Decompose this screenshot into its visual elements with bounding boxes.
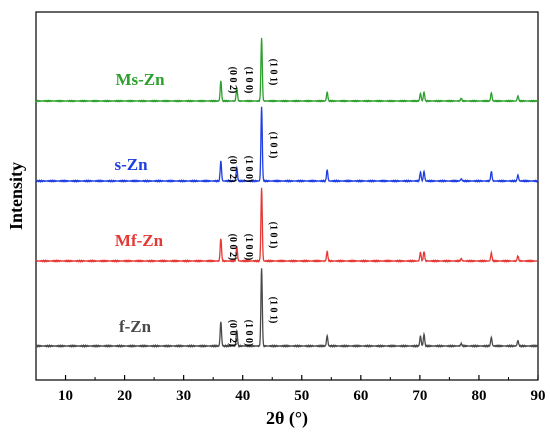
peak-index-label: (0 0 2)	[227, 67, 238, 94]
series-name-label: s-Zn	[114, 155, 148, 174]
peak-index-label: (0 0 2)	[227, 320, 238, 347]
plot-frame	[35, 11, 539, 381]
x-tick-label: 90	[531, 388, 546, 404]
peak-index-label: (1 0 0)	[243, 234, 254, 261]
series-labels: Ms-Zn s-Zn Mf-Zn f-Zn	[114, 70, 165, 336]
peak-index-label: (1 0 0)	[243, 67, 254, 94]
peak-index-label: (1 0 0)	[243, 156, 254, 183]
peak-index-label: (1 0 1)	[268, 222, 279, 249]
peak-index-label: (1 0 0)	[243, 320, 254, 347]
series-line	[35, 106, 539, 184]
series-name-label: Ms-Zn	[115, 70, 165, 89]
x-tick-label: 30	[176, 388, 191, 404]
series-name-label: Mf-Zn	[115, 231, 164, 250]
peak-index-label: (0 0 2)	[227, 156, 238, 183]
x-ticks: 10 20 30 40 50 60 70 80 90	[35, 375, 546, 404]
peak-labels: (0 0 2) (1 0 0) (1 0 1) (0 0 2) (1 0 0) (1 0 …	[227, 59, 279, 347]
series-name-label: f-Zn	[119, 317, 152, 336]
x-tick-label: 40	[235, 388, 250, 404]
series-line	[35, 187, 539, 264]
x-tick-label: 10	[58, 388, 73, 404]
x-tick-label: 80	[471, 388, 486, 404]
x-tick-label: 70	[412, 388, 427, 404]
peak-index-label: (1 0 1)	[268, 132, 279, 159]
peak-index-label: (0 0 2)	[227, 234, 238, 261]
x-tick-label: 60	[353, 388, 368, 404]
series-traces	[35, 37, 539, 349]
peak-index-label: (1 0 1)	[268, 59, 279, 86]
peak-index-label: (1 0 1)	[268, 297, 279, 324]
x-axis-title: 2θ (°)	[266, 408, 308, 429]
x-tick-label: 50	[294, 388, 309, 404]
series-line	[35, 268, 539, 349]
x-tick-label: 20	[117, 388, 132, 404]
y-axis-title: Intensity	[6, 162, 26, 230]
series-line	[35, 37, 539, 103]
